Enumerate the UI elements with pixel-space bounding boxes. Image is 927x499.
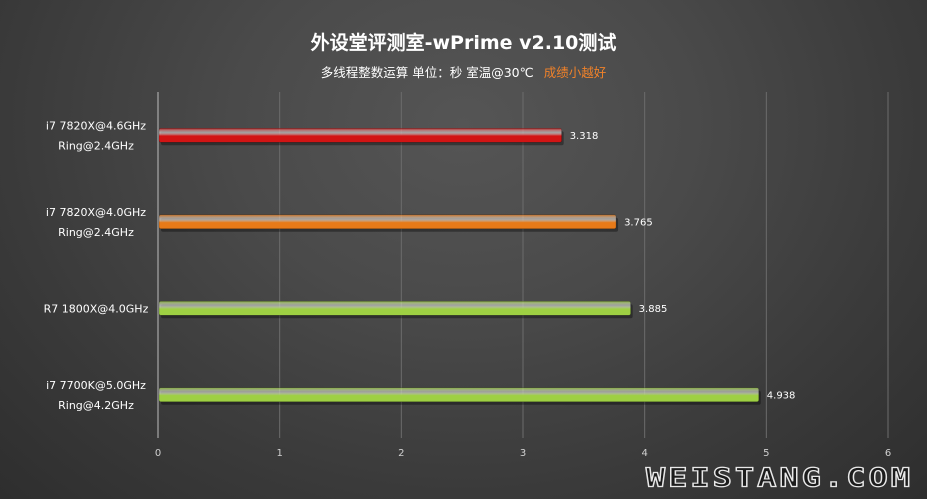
x-tick-label: 4: [641, 448, 647, 459]
value-label: 3.318: [570, 131, 599, 142]
watermark-logo: WEISTANG.COM: [645, 462, 913, 494]
x-tick-label: 5: [763, 448, 769, 459]
x-tick-label: 3: [520, 448, 526, 459]
chart-title: 外设堂评测室-wPrime v2.10测试: [310, 32, 617, 54]
x-tick-label: 1: [276, 448, 282, 459]
x-tick-label: 2: [398, 448, 404, 459]
value-label: 3.765: [624, 217, 653, 228]
category-label: i7 7820X@4.6GHz: [46, 119, 146, 132]
bar: [158, 214, 617, 230]
category-label: R7 1800X@4.0GHz: [44, 302, 149, 315]
x-tick-label: 6: [885, 448, 891, 459]
category-label: Ring@2.4GHz: [58, 226, 134, 239]
value-label: 3.885: [639, 304, 668, 315]
value-label: 4.938: [767, 390, 796, 401]
bar: [158, 127, 562, 143]
subtitle-text: 多线程整数运算 单位：秒 室温@30℃: [320, 65, 534, 80]
bar: [158, 300, 631, 316]
bar: [158, 387, 760, 403]
category-label: Ring@2.4GHz: [58, 139, 134, 152]
category-label: i7 7820X@4.0GHz: [46, 206, 146, 219]
subtitle-note: 成绩小越好: [543, 65, 607, 80]
chart-subtitle: 多线程整数运算 单位：秒 室温@30℃ 成绩小越好: [0, 62, 927, 80]
x-tick-label: 0: [155, 448, 161, 459]
category-label: Ring@4.2GHz: [58, 399, 134, 412]
category-label: i7 7700K@5.0GHz: [46, 379, 146, 392]
